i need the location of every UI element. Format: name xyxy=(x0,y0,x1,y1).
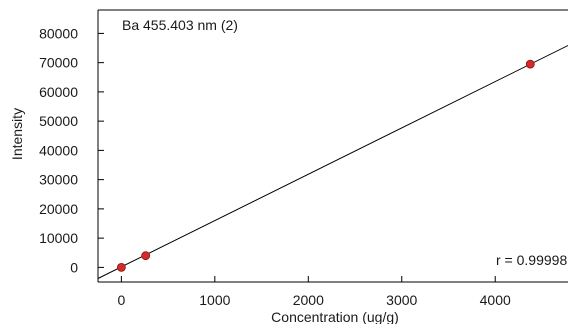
x-axis-label: Concentration (ug/g) xyxy=(271,309,399,324)
x-tick-label: 4000 xyxy=(480,292,511,308)
x-axis-ticks: 0 1000 2000 3000 4000 xyxy=(117,276,511,308)
chart-title: Ba 455.403 nm (2) xyxy=(122,17,238,33)
plot-frame xyxy=(97,9,568,283)
y-tick-label: 20000 xyxy=(39,201,78,217)
data-point xyxy=(116,262,126,272)
x-tick-label: 0 xyxy=(117,292,125,308)
y-tick-label: 80000 xyxy=(39,25,78,41)
data-points xyxy=(116,59,535,272)
x-tick-label: 3000 xyxy=(386,292,417,308)
data-point xyxy=(525,59,535,69)
y-tick-label: 60000 xyxy=(39,84,78,100)
y-axis-ticks: 0 10000 20000 30000 40000 50000 60000 70000 8000… xyxy=(39,25,104,275)
y-tick-label: 40000 xyxy=(39,142,78,158)
x-tick-label: 2000 xyxy=(293,292,324,308)
y-tick-label: 70000 xyxy=(39,55,78,71)
y-tick-label: 50000 xyxy=(39,113,78,129)
y-tick-label: 30000 xyxy=(39,172,78,188)
x-tick-label: 1000 xyxy=(199,292,230,308)
correlation-annotation: r = 0.99998 xyxy=(496,252,567,268)
data-point xyxy=(141,251,151,261)
y-tick-label: 10000 xyxy=(39,230,78,246)
y-tick-label: 0 xyxy=(70,259,78,275)
y-axis-label: Intensity xyxy=(9,108,25,160)
fit-line xyxy=(97,44,568,279)
fit-line-group xyxy=(97,44,568,279)
